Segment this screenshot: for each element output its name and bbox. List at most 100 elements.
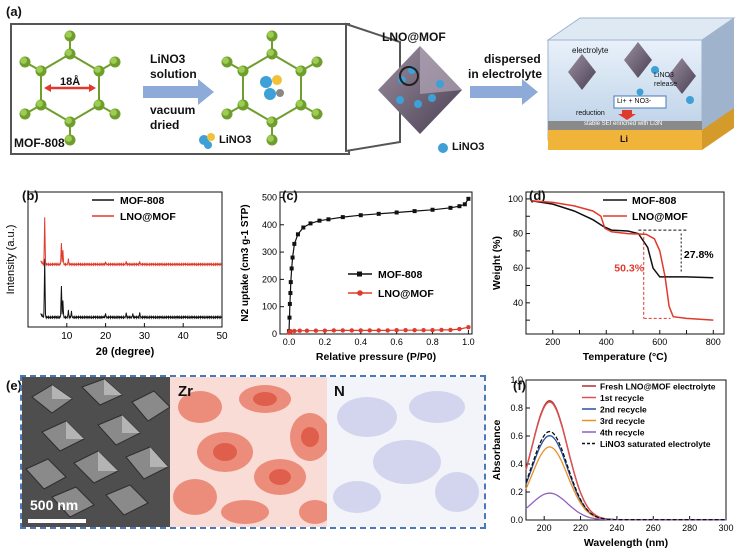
- x-tick-label: 0.8: [426, 337, 439, 347]
- data-point: [290, 255, 295, 260]
- y-tick-label: 40: [513, 298, 523, 308]
- panel-a-label: (a): [6, 4, 22, 19]
- n2-isotherm-chart: 0.0 0.2 0.4 0.6 0.8 1.0 0 100 200 300 400 500 Relati…: [240, 191, 475, 363]
- dispersed-line2: in electrolyte: [468, 67, 543, 81]
- y-tick-label: 0.6: [510, 431, 523, 441]
- series-line: [525, 446, 726, 521]
- battery-release-line1: LiNO3: [654, 72, 674, 79]
- data-point: [421, 327, 426, 333]
- y-tick-label: 0.4: [510, 459, 523, 469]
- x-tick-label: 0.0: [283, 337, 296, 347]
- series-line: [531, 199, 714, 279]
- data-point: [394, 327, 399, 333]
- data-point: [295, 232, 300, 237]
- x-tick-label: 0.2: [319, 337, 332, 347]
- x-axis-label: Wavelength (nm): [584, 537, 668, 549]
- x-axis-label: Relative pressure (P/P0): [316, 351, 436, 363]
- data-point: [430, 327, 435, 333]
- legend-label: 4th recycle: [600, 428, 645, 438]
- x-tick-label: 600: [652, 337, 667, 347]
- legend-label: LiNO3 saturated electrolyte: [600, 439, 711, 449]
- xrd-chart: 10 20 30 40 50 2θ (degree) Intensity (a.u.) MOF…: [5, 191, 228, 358]
- data-point: [412, 209, 417, 214]
- battery-sei-label: stable SEI enriched with Li3N: [584, 121, 663, 127]
- y-tick-label: 0.2: [510, 487, 523, 497]
- y-tick-label: 200: [262, 274, 277, 284]
- battery-li-label: Li: [620, 134, 628, 144]
- lno-mof-title: LNO@MOF: [382, 30, 446, 44]
- legend-label: 2nd recycle: [600, 405, 647, 415]
- legend-label: MOF-808: [120, 195, 165, 207]
- plot-frame: [525, 191, 725, 335]
- legend-label: 3rd recycle: [600, 416, 645, 426]
- x-tick-label: 30: [139, 331, 151, 342]
- x-tick-label: 20: [100, 331, 112, 342]
- mof-808-label: MOF-808: [14, 136, 65, 150]
- y-axis-label: Intensity (a.u.): [5, 225, 17, 295]
- legend-label: Fresh LNO@MOF electrolyte: [600, 382, 716, 392]
- legend-label: LNO@MOF: [120, 211, 176, 223]
- x-axis-label: 2θ (degree): [96, 346, 155, 358]
- zoom-connector: [345, 22, 401, 153]
- y-tick-label: 0.8: [510, 403, 523, 413]
- data-point: [287, 301, 292, 306]
- disperse-arrow-icon: [470, 79, 538, 105]
- n-map-image: [327, 377, 484, 527]
- x-tick-label: 260: [646, 523, 661, 533]
- y-tick-label: 60: [513, 263, 523, 273]
- x-tick-label: 300: [718, 523, 733, 533]
- panel-a-graphics: [19, 17, 736, 153]
- lino3-legend-label: LiNO3: [219, 134, 252, 146]
- panel-a: (a): [0, 0, 738, 170]
- x-tick-label: 220: [573, 523, 588, 533]
- data-point: [289, 266, 294, 271]
- data-point: [430, 207, 435, 212]
- data-point: [292, 241, 297, 246]
- plot-frame: [279, 191, 473, 335]
- tga-chart: 200 400 600 800 40 60 80 100 Temperature (°C) Wei…: [491, 191, 725, 363]
- legend-label: LNO@MOF: [632, 211, 688, 223]
- data-point: [466, 196, 471, 201]
- data-point: [297, 328, 302, 333]
- x-tick-label: 280: [682, 523, 697, 533]
- legend-marker: [357, 271, 362, 277]
- y-axis-label: Weight (%): [491, 236, 503, 290]
- data-point: [317, 218, 322, 223]
- y-tick-label: 400: [262, 220, 277, 230]
- annotation-mof: 27.8%: [684, 249, 714, 261]
- y-tick-label: 300: [262, 247, 277, 257]
- data-point: [287, 315, 292, 320]
- data-point: [322, 328, 328, 333]
- y-axis-label: Absorbance: [491, 420, 503, 481]
- data-point: [376, 328, 381, 333]
- data-point: [466, 324, 471, 330]
- data-point: [304, 328, 310, 333]
- x-axis-label: Temperature (°C): [583, 351, 668, 363]
- x-tick-label: 1.0: [462, 337, 475, 347]
- mof-network-loaded: [221, 30, 323, 146]
- y-tick-label: 500: [262, 192, 277, 202]
- battery-ions-label: Li+ + NO3-: [617, 98, 652, 105]
- data-point: [358, 328, 363, 333]
- data-point: [288, 280, 293, 285]
- data-point: [313, 328, 319, 333]
- data-point: [292, 328, 297, 334]
- legend-label: MOF-808: [632, 195, 677, 207]
- series-line: [525, 492, 726, 521]
- data-point: [326, 217, 331, 222]
- battery-electrolyte-label: electrolyte: [572, 46, 609, 55]
- x-tick-label: 40: [178, 331, 190, 342]
- x-tick-label: 240: [609, 523, 624, 533]
- x-tick-label: 0.6: [390, 337, 403, 347]
- x-tick-label: 200: [537, 523, 552, 533]
- data-point: [340, 328, 346, 333]
- y-tick-label: 80: [513, 229, 523, 239]
- step-solution-line1: LiNO3: [150, 52, 186, 66]
- battery-reduction-label: reduction: [576, 110, 605, 117]
- x-tick-label: 200: [545, 337, 560, 347]
- sem-image: [22, 377, 170, 527]
- pore-size-label: 18Å: [60, 76, 81, 88]
- series-line: [288, 198, 469, 332]
- series-line: [525, 430, 726, 521]
- data-point: [439, 327, 444, 333]
